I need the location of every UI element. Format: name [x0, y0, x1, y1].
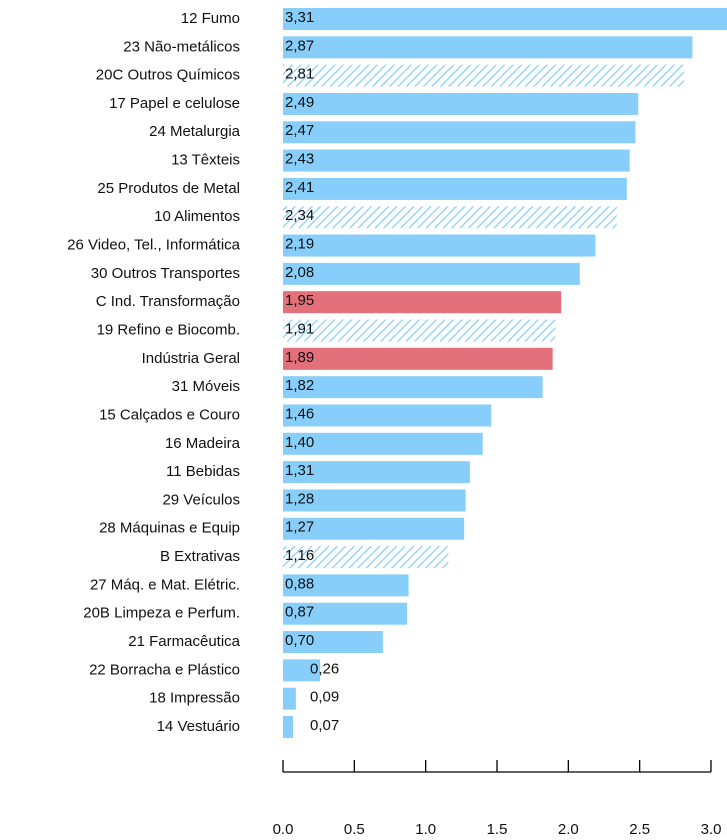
bar — [283, 262, 580, 285]
x-tick-label: 1.5 — [487, 821, 508, 838]
value-label: 2,87 — [285, 37, 314, 54]
bar — [283, 64, 684, 87]
category-label: 20B Limpeza e Perfum. — [83, 605, 240, 622]
value-label: 0,70 — [285, 632, 314, 649]
category-label: 19 Refino e Biocomb. — [97, 321, 240, 338]
bar — [283, 177, 627, 200]
bar — [283, 461, 470, 484]
x-tick-label: 1.0 — [415, 821, 436, 838]
category-label: B Extrativas — [160, 548, 240, 565]
value-label: 2,49 — [285, 94, 314, 111]
bar — [283, 631, 383, 654]
bar — [283, 347, 553, 370]
value-label: 0,07 — [310, 717, 339, 734]
category-label: 13 Têxteis — [171, 152, 240, 169]
bar — [283, 687, 296, 710]
bar — [283, 432, 483, 455]
category-label: 17 Papel e celulose — [109, 95, 240, 112]
category-label: 27 Máq. e Mat. Elétric. — [90, 576, 240, 593]
value-label: 1,91 — [285, 320, 314, 337]
value-label: 1,82 — [285, 377, 314, 394]
category-label: 24 Metalurgia — [149, 123, 241, 140]
category-label: 12 Fumo — [181, 10, 240, 27]
value-label: 0,26 — [310, 660, 339, 677]
bar — [283, 404, 492, 427]
category-label: 25 Produtos de Metal — [97, 180, 240, 197]
category-label: 11 Bebidas — [166, 463, 240, 480]
x-tick-label: 0.5 — [344, 821, 365, 838]
category-label: 26 Video, Tel., Informática — [67, 237, 241, 254]
category-label: 10 Alimentos — [154, 208, 240, 225]
value-label: 1,27 — [285, 519, 314, 536]
bar — [283, 92, 639, 115]
value-label: 2,19 — [285, 236, 314, 253]
value-label: 2,34 — [285, 207, 314, 224]
bar — [283, 546, 449, 569]
bar — [283, 319, 556, 342]
value-label: 3,31 — [285, 9, 314, 26]
category-label: 14 Vestuário — [157, 718, 240, 735]
category-label: 15 Calçados e Couro — [99, 406, 240, 423]
bar — [283, 602, 408, 625]
bar — [283, 36, 693, 59]
category-label: C Ind. Transformação — [96, 293, 240, 310]
bar — [283, 291, 562, 314]
value-label: 1,28 — [285, 490, 314, 507]
value-label: 1,46 — [285, 405, 314, 422]
value-label: 2,81 — [285, 66, 314, 83]
category-label: 16 Madeira — [165, 435, 241, 452]
bar — [283, 716, 293, 738]
x-tick-label: 2.5 — [629, 821, 650, 838]
value-label: 1,95 — [285, 292, 314, 309]
bar — [283, 517, 465, 540]
x-tick-label: 2.0 — [558, 821, 579, 838]
value-label: 2,43 — [285, 151, 314, 168]
category-label: 18 Impressão — [149, 690, 240, 707]
bar — [283, 149, 630, 172]
bar — [283, 234, 596, 257]
bar — [283, 8, 727, 30]
value-label: 1,40 — [285, 434, 314, 451]
bar — [283, 121, 636, 144]
value-label: 1,89 — [285, 349, 314, 366]
category-label: 30 Outros Transportes — [91, 265, 240, 282]
category-label: Indústria Geral — [142, 350, 240, 367]
value-label: 1,31 — [285, 462, 314, 479]
value-label: 1,16 — [285, 547, 314, 564]
value-label: 0,87 — [285, 604, 314, 621]
category-label: 22 Borracha e Plástico — [89, 661, 240, 678]
bar — [283, 574, 409, 597]
category-label: 20C Outros Químicos — [96, 67, 240, 84]
category-label: 23 Não-metálicos — [123, 38, 240, 55]
category-label: 31 Móveis — [172, 378, 240, 395]
value-label: 2,47 — [285, 122, 314, 139]
bar — [283, 206, 617, 229]
category-label: 28 Máquinas e Equip — [99, 520, 240, 537]
value-label: 2,08 — [285, 264, 314, 281]
value-label: 0,09 — [310, 689, 339, 706]
category-label: 29 Veículos — [162, 491, 240, 508]
bar — [283, 376, 543, 399]
x-tick-label: 0.0 — [273, 821, 294, 838]
value-label: 2,41 — [285, 179, 314, 196]
bar — [283, 489, 466, 512]
bar — [283, 659, 321, 682]
value-label: 0,88 — [285, 575, 314, 592]
x-tick-label: 3.0 — [701, 821, 722, 838]
category-label: 21 Farmacêutica — [128, 633, 240, 650]
